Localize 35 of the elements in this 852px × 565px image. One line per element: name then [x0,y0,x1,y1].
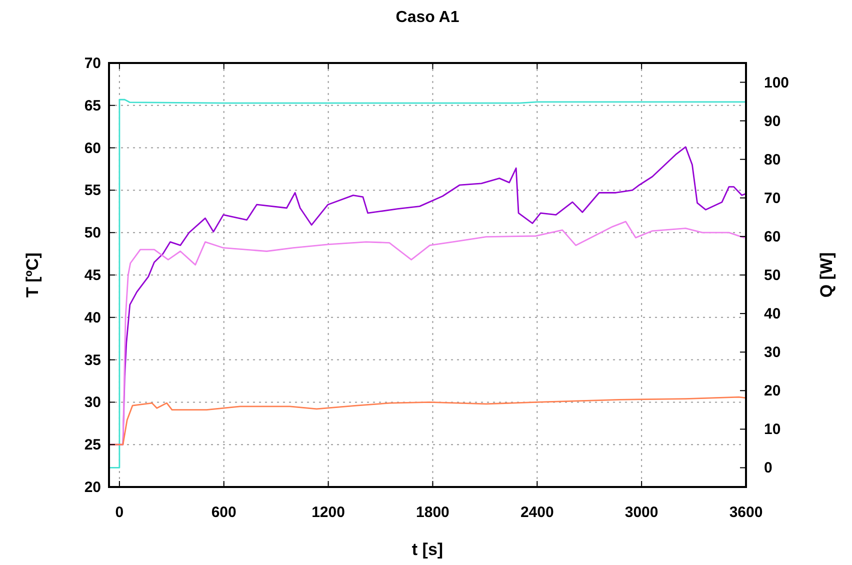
y2-tick-label: 50 [764,267,781,284]
y-tick-label: 30 [84,394,101,412]
y2-tick-label: 70 [764,190,781,207]
y-tick-label: 45 [84,267,101,284]
x-tick-label: 600 [211,504,236,521]
line-series [109,98,746,468]
y2-tick-label: 20 [764,382,781,400]
y-tick-label: 20 [84,479,101,496]
y-tick-label: 70 [84,55,101,72]
y-tick-label: 55 [84,182,101,200]
y2-tick-label: 10 [764,421,781,438]
x-tick-label: 3000 [624,504,658,521]
x-axis-title: t [s] [412,540,444,559]
x-tick-label: 2400 [520,504,554,521]
y-axis-title: T [ºC] [23,252,42,298]
x-tick-label: 1200 [312,504,345,521]
y-tick-label: 50 [84,224,101,242]
x-tick-label: 3600 [729,504,763,521]
y2-tick-label: 100 [764,74,790,92]
y2-tick-label: 0 [764,460,772,477]
y-tick-label: 35 [84,352,101,369]
y-tick-label: 25 [84,436,101,454]
x-tick-label: 1800 [416,504,450,521]
y2-tick-label: 90 [764,112,781,130]
y-tick-label: 65 [84,97,101,114]
y2-tick-label: 60 [764,228,781,246]
y2-tick-label: 30 [764,344,781,362]
x-tick-label: 0 [115,504,124,521]
chart-title: Caso A1 [396,9,460,26]
y2-tick-label: 80 [764,151,781,168]
y2-axis-title: Q [W] [817,252,836,298]
y2-tick-label: 40 [764,306,781,323]
y-tick-label: 40 [84,309,101,326]
line-series [109,396,746,446]
y-tick-label: 60 [84,140,101,157]
